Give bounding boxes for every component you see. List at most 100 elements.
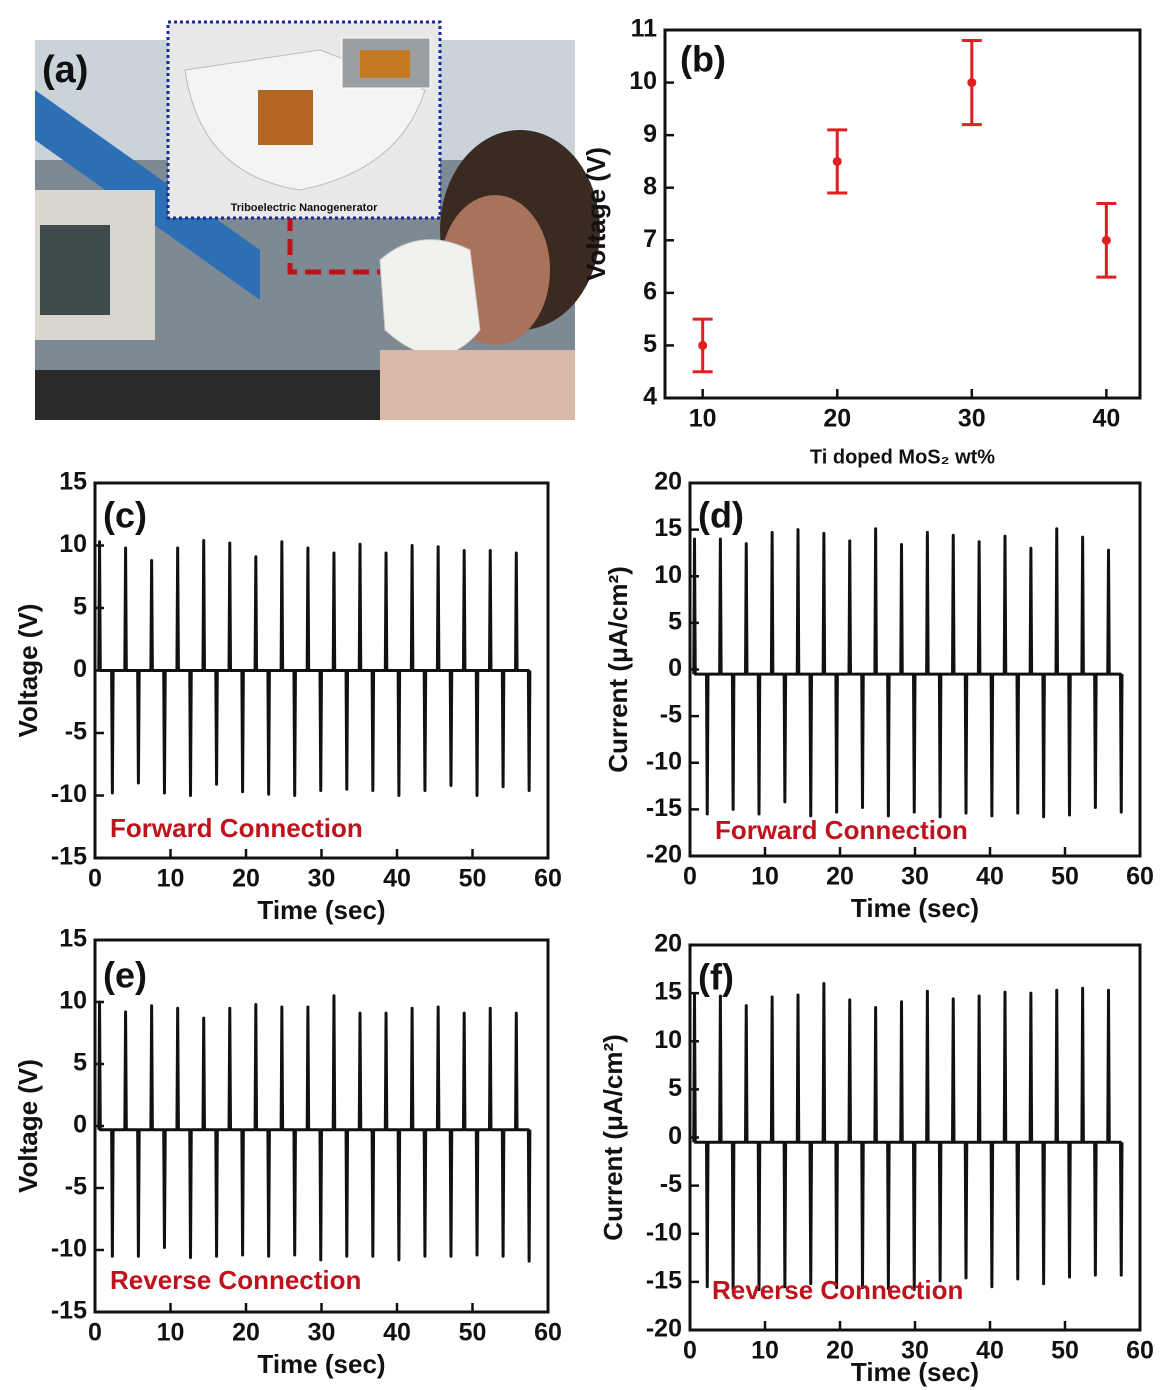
point [1101, 235, 1111, 245]
chart-panel: -15 -10 -5 0 5 10 15 0 10 20 30 40 50 60 Voltage (V) Ti… [13, 925, 562, 1379]
x-tick-label: 40 [976, 863, 1004, 891]
x-tick-label: 10 [157, 1319, 185, 1347]
y-tick-label: -5 [65, 1173, 87, 1201]
x-axis-label: Time (sec) [851, 1357, 979, 1387]
x-tick-label: 50 [459, 1319, 487, 1347]
y-tick-label: 20 [654, 930, 682, 958]
y-tick-label: -10 [51, 780, 87, 808]
panel-label: (d) [698, 495, 744, 536]
plot-frame [93, 938, 550, 1314]
y-tick-label: 15 [59, 468, 87, 496]
chart-panel: -15 -10 -5 0 5 10 15 0 10 20 30 40 50 60 Voltage (V) Ti… [13, 468, 562, 925]
point [967, 78, 977, 88]
y-tick-label: -5 [65, 718, 87, 746]
y-tick-label: -5 [660, 1170, 682, 1198]
x-tick-label: 0 [683, 863, 697, 891]
x-tick-label: 60 [1126, 863, 1154, 891]
inset-device [258, 90, 313, 145]
x-tick-label: 50 [1051, 863, 1079, 891]
y-tick-label: -20 [646, 1315, 682, 1343]
y-tick-label: 10 [654, 1026, 682, 1054]
x-tick-label: 10 [751, 1337, 779, 1365]
y-tick-label: 15 [59, 925, 87, 953]
inset-device-zoom [360, 50, 410, 78]
x-tick-label: 30 [901, 1337, 929, 1365]
x-tick-label: 30 [901, 863, 929, 891]
annotation: Forward Connection [715, 815, 968, 845]
y-tick-label: 10 [59, 987, 87, 1015]
y-tick-label: 7 [643, 225, 657, 253]
panel-label: (f) [698, 957, 734, 998]
x-tick-label: 60 [1126, 1337, 1154, 1365]
signal-line [97, 539, 532, 797]
x-tick-label: 60 [534, 865, 562, 893]
x-axis-label: Time (sec) [257, 895, 385, 925]
y-axis-label: Voltage (V) [13, 604, 43, 738]
y-tick-label: 0 [668, 1122, 682, 1150]
x-axis-label: Ti doped MoS₂ wt% [810, 446, 995, 468]
annotation: Reverse Connection [712, 1275, 963, 1305]
x-tick-label: 50 [1051, 1337, 1079, 1365]
y-tick-label: -15 [51, 1297, 87, 1325]
panel-label: (e) [103, 955, 147, 996]
signal-line [97, 994, 532, 1263]
y-tick-label: -5 [660, 701, 682, 729]
y-tick-label: 5 [73, 1049, 87, 1077]
x-tick-label: 10 [157, 865, 185, 893]
y-tick-label: -15 [646, 794, 682, 822]
plot-frame [688, 943, 1142, 1332]
x-tick-label: 0 [683, 1337, 697, 1365]
y-tick-label: -15 [51, 843, 87, 871]
annotation: Reverse Connection [110, 1265, 361, 1295]
y-tick-label: -15 [646, 1266, 682, 1294]
x-tick-label: 20 [823, 405, 851, 433]
y-tick-label: 6 [643, 277, 657, 305]
y-tick-label: -20 [646, 841, 682, 869]
signal-line [692, 982, 1124, 1292]
x-tick-label: 30 [308, 1319, 336, 1347]
chart-panel: -20 -15 -10 -5 0 5 10 15 20 0 10 20 30 40 50 60 Current … [598, 930, 1154, 1387]
panel-label: (b) [680, 39, 726, 80]
x-axis-label: Time (sec) [851, 893, 979, 923]
y-tick-label: 5 [643, 330, 657, 358]
x-tick-label: 60 [534, 1319, 562, 1347]
y-tick-label: 10 [629, 67, 657, 95]
x-tick-label: 40 [383, 865, 411, 893]
y-tick-label: 9 [643, 120, 657, 148]
x-tick-label: 20 [826, 1337, 854, 1365]
y-tick-label: -10 [51, 1235, 87, 1263]
x-tick-label: 30 [958, 405, 986, 433]
panel-label: (c) [103, 495, 147, 536]
y-tick-label: -10 [646, 1218, 682, 1246]
plot-frame [688, 481, 1142, 858]
plot-frame [93, 481, 550, 860]
photo-mask [379, 239, 481, 356]
chart-panel: 4 5 6 7 8 9 10 11 10 20 30 40 Voltage (V) Ti doped Mo… [581, 15, 1142, 468]
y-tick-label: 8 [643, 172, 657, 200]
x-tick-label: 0 [88, 865, 102, 893]
x-tick-label: 10 [751, 863, 779, 891]
x-tick-label: 30 [308, 865, 336, 893]
photo-arrow [287, 215, 380, 275]
y-axis-label: Current (μA/cm²) [598, 1034, 628, 1241]
y-tick-label: 11 [631, 15, 658, 43]
annotation: Forward Connection [110, 813, 363, 843]
y-tick-label: 5 [668, 1074, 682, 1102]
panel-label: (a) [42, 49, 88, 91]
y-tick-label: 5 [668, 607, 682, 635]
y-tick-label: 0 [73, 1111, 87, 1139]
point [698, 340, 708, 350]
chart-panel: -20 -15 -10 -5 0 5 10 15 20 0 10 20 30 40 50 60 Current … [603, 468, 1154, 923]
photo-panel: Triboelectric Nanogenerator (a) [35, 20, 600, 420]
x-tick-label: 40 [976, 1337, 1004, 1365]
y-tick-label: 10 [654, 561, 682, 589]
y-tick-label: 5 [73, 593, 87, 621]
x-tick-label: 40 [383, 1319, 411, 1347]
x-tick-label: 20 [826, 863, 854, 891]
photo-shoulder [380, 350, 575, 420]
point [832, 156, 842, 166]
y-tick-label: 0 [668, 654, 682, 682]
x-tick-label: 50 [459, 865, 487, 893]
